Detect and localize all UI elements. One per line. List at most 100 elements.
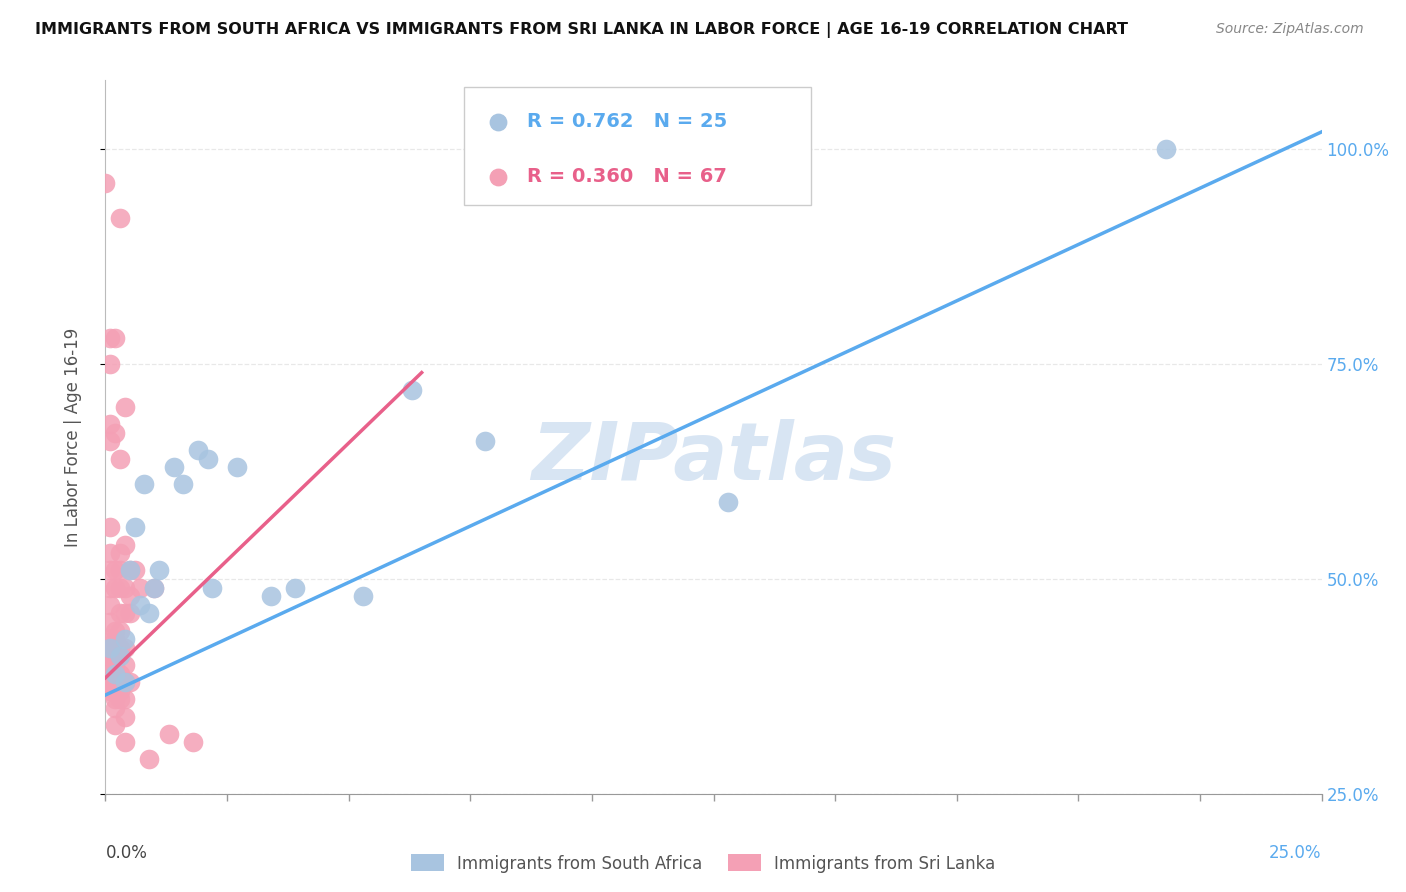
Point bbox=[98, 640, 121, 655]
Point bbox=[118, 607, 141, 621]
Point bbox=[352, 589, 374, 603]
Point bbox=[108, 563, 131, 577]
Point bbox=[98, 649, 121, 664]
Point bbox=[104, 632, 127, 647]
Point bbox=[108, 666, 131, 681]
Point bbox=[104, 581, 127, 595]
Point bbox=[108, 683, 131, 698]
Point bbox=[98, 546, 121, 560]
Point bbox=[98, 632, 121, 647]
Point bbox=[108, 546, 131, 560]
Point bbox=[114, 735, 136, 749]
Point bbox=[225, 460, 247, 475]
FancyBboxPatch shape bbox=[464, 87, 811, 205]
Point bbox=[197, 451, 219, 466]
Point bbox=[98, 520, 121, 534]
Point bbox=[114, 581, 136, 595]
Point bbox=[98, 434, 121, 449]
Text: 0.0%: 0.0% bbox=[105, 844, 148, 862]
Point bbox=[1154, 142, 1177, 156]
Point bbox=[98, 683, 121, 698]
Point bbox=[114, 537, 136, 551]
Point bbox=[284, 581, 307, 595]
Point bbox=[114, 657, 136, 672]
Point bbox=[114, 400, 136, 414]
Point bbox=[104, 331, 127, 345]
Point bbox=[104, 701, 127, 715]
Point bbox=[114, 675, 136, 690]
Point bbox=[108, 675, 131, 690]
Point bbox=[104, 683, 127, 698]
Point bbox=[108, 211, 131, 225]
Point bbox=[201, 581, 224, 595]
Point bbox=[108, 581, 131, 595]
Point bbox=[98, 563, 121, 577]
Text: ZIPatlas: ZIPatlas bbox=[531, 419, 896, 498]
Point bbox=[108, 649, 131, 664]
Point bbox=[98, 615, 121, 629]
Point bbox=[108, 451, 131, 466]
Text: 25.0%: 25.0% bbox=[1270, 844, 1322, 862]
Point bbox=[108, 624, 131, 638]
Point bbox=[104, 640, 127, 655]
Point bbox=[157, 727, 180, 741]
Point bbox=[98, 666, 121, 681]
Point bbox=[108, 607, 131, 621]
Point bbox=[98, 657, 121, 672]
Point bbox=[104, 624, 127, 638]
Point bbox=[401, 383, 423, 397]
Point bbox=[143, 581, 166, 595]
Point bbox=[148, 563, 170, 577]
Point bbox=[104, 666, 127, 681]
Point bbox=[114, 709, 136, 723]
Point bbox=[114, 675, 136, 690]
Point bbox=[143, 581, 166, 595]
Point bbox=[128, 598, 150, 612]
Point bbox=[474, 434, 496, 449]
Point bbox=[114, 692, 136, 706]
Point bbox=[118, 563, 141, 577]
Point bbox=[124, 520, 146, 534]
Point bbox=[94, 177, 117, 191]
Point bbox=[98, 640, 121, 655]
Point bbox=[181, 735, 204, 749]
Point bbox=[187, 442, 209, 457]
Point bbox=[172, 477, 194, 491]
Point bbox=[114, 607, 136, 621]
Point bbox=[134, 477, 156, 491]
Point bbox=[98, 581, 121, 595]
Point bbox=[98, 417, 121, 432]
Point bbox=[98, 331, 121, 345]
Point bbox=[98, 357, 121, 371]
Point bbox=[104, 425, 127, 440]
Point bbox=[98, 598, 121, 612]
Point bbox=[104, 718, 127, 732]
Y-axis label: In Labor Force | Age 16-19: In Labor Force | Age 16-19 bbox=[63, 327, 82, 547]
Point bbox=[717, 494, 740, 508]
Point bbox=[98, 675, 121, 690]
Point bbox=[104, 692, 127, 706]
Point bbox=[118, 589, 141, 603]
Text: R = 0.360   N = 67: R = 0.360 N = 67 bbox=[527, 167, 727, 186]
Point bbox=[104, 657, 127, 672]
Point bbox=[260, 589, 283, 603]
Point bbox=[114, 640, 136, 655]
Point bbox=[162, 460, 184, 475]
Point bbox=[104, 675, 127, 690]
Point bbox=[108, 640, 131, 655]
Point bbox=[104, 666, 127, 681]
Legend: Immigrants from South Africa, Immigrants from Sri Lanka: Immigrants from South Africa, Immigrants… bbox=[404, 847, 1002, 880]
Point bbox=[108, 692, 131, 706]
Point bbox=[104, 563, 127, 577]
Point bbox=[128, 581, 150, 595]
Point bbox=[138, 752, 160, 766]
Point bbox=[124, 563, 146, 577]
Text: R = 0.762   N = 25: R = 0.762 N = 25 bbox=[527, 112, 728, 131]
Point bbox=[118, 675, 141, 690]
Text: IMMIGRANTS FROM SOUTH AFRICA VS IMMIGRANTS FROM SRI LANKA IN LABOR FORCE | AGE 1: IMMIGRANTS FROM SOUTH AFRICA VS IMMIGRAN… bbox=[35, 22, 1128, 38]
Point bbox=[98, 680, 121, 694]
Point bbox=[138, 607, 160, 621]
Point bbox=[118, 563, 141, 577]
Point bbox=[114, 632, 136, 647]
Text: Source: ZipAtlas.com: Source: ZipAtlas.com bbox=[1216, 22, 1364, 37]
